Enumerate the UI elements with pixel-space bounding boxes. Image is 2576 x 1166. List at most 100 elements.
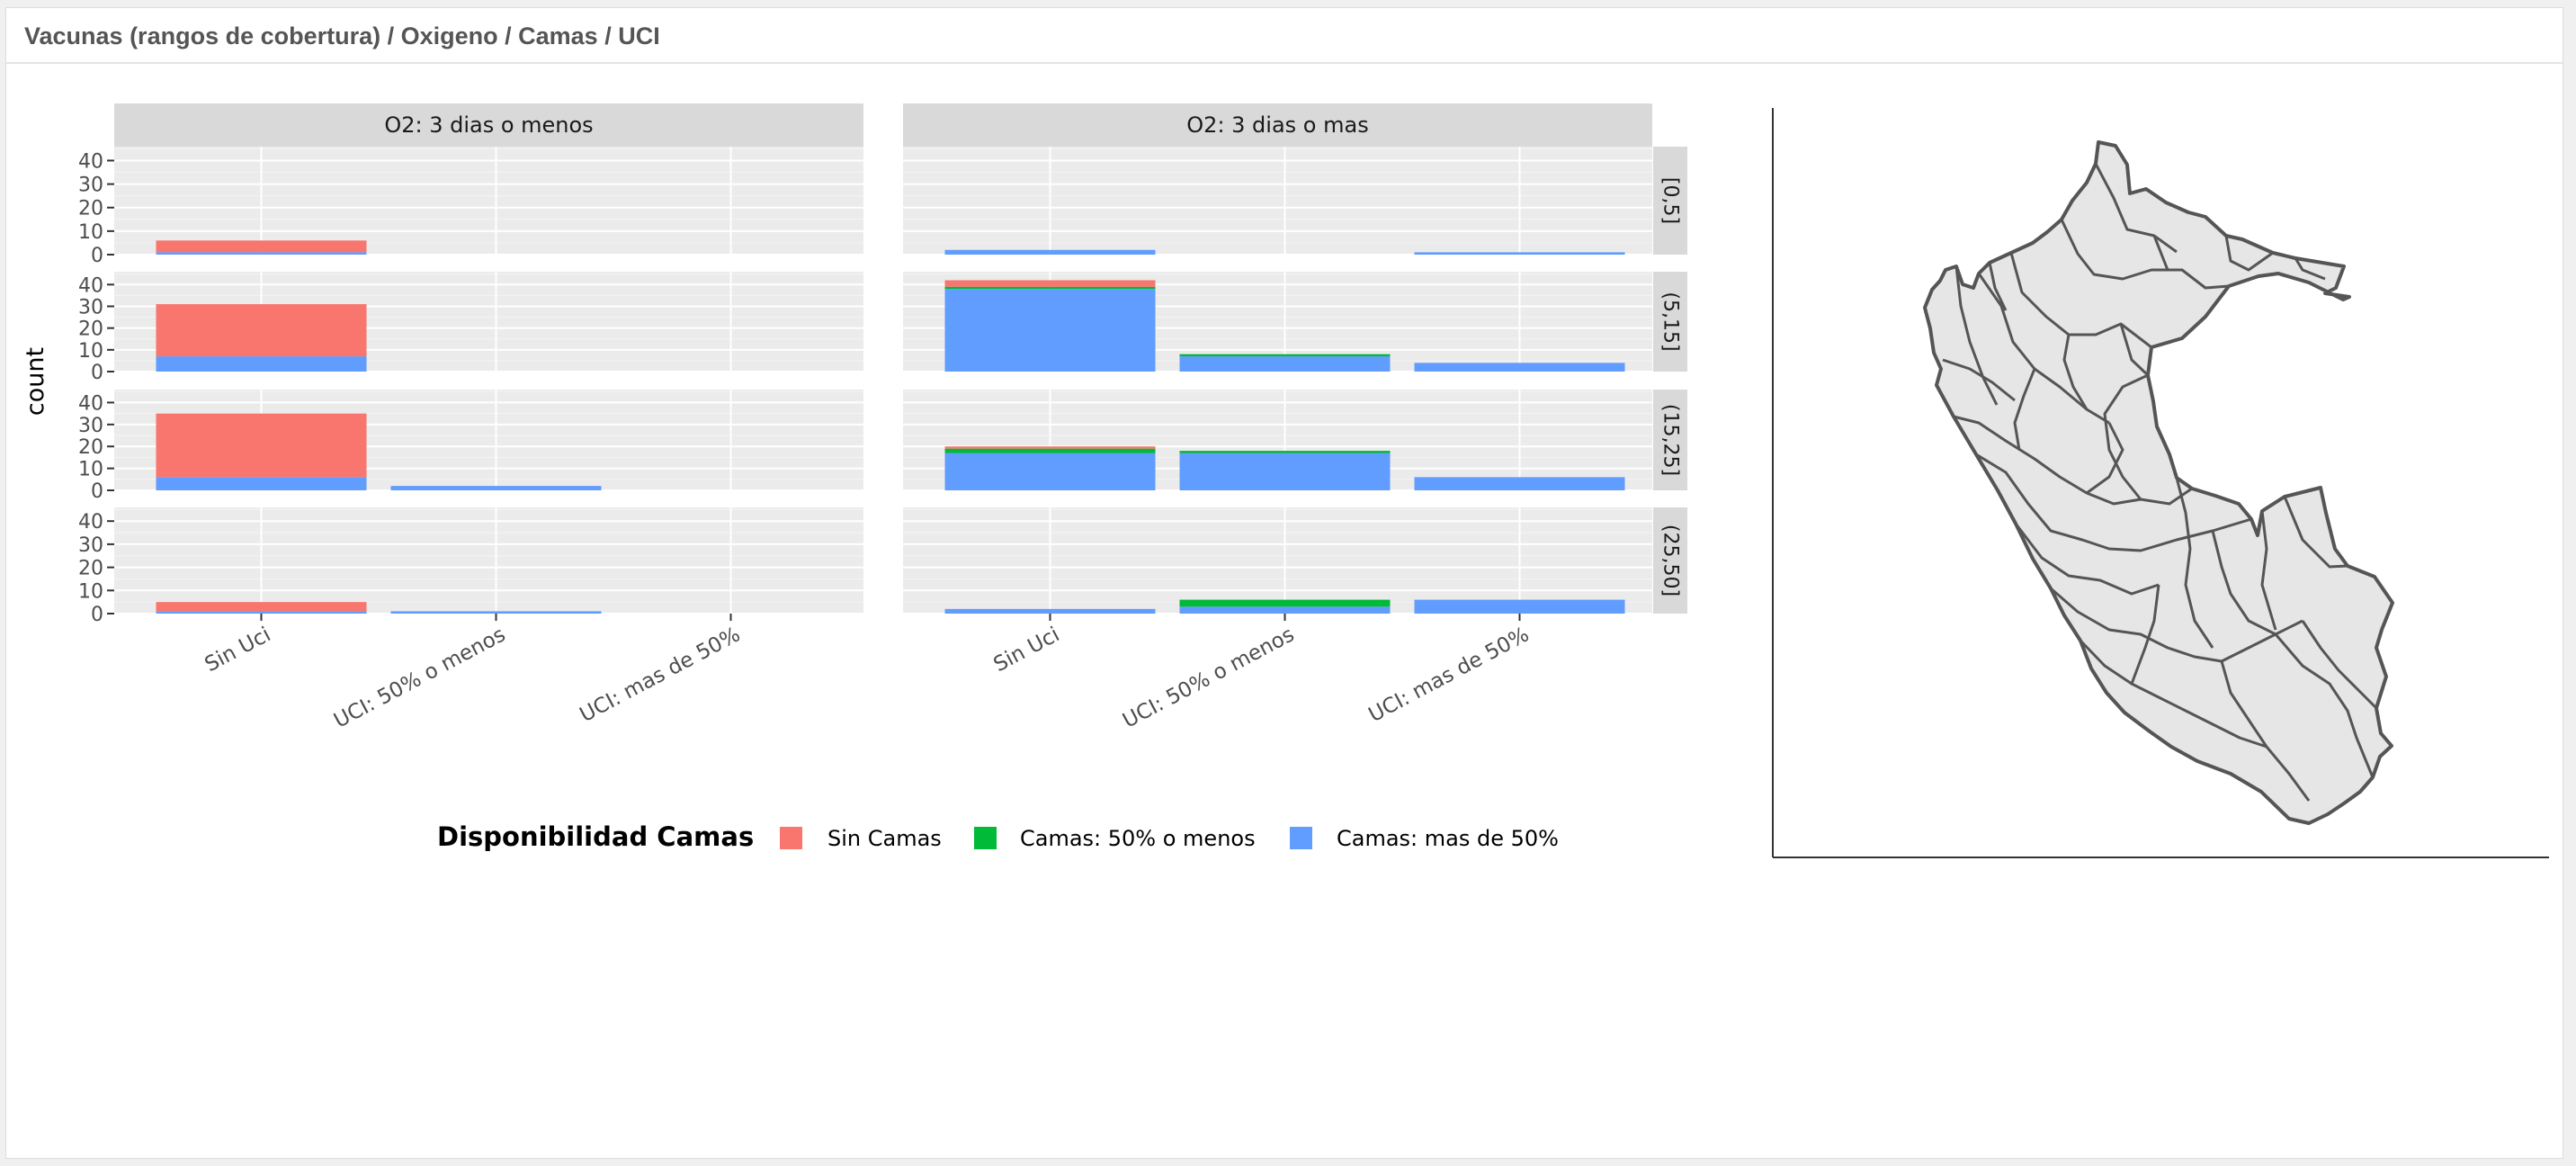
bar-segment-alta (390, 486, 602, 490)
facet-strip-row-0 (1653, 147, 1687, 255)
y-tick-label: 20 (78, 558, 103, 580)
bar-segment-alta (156, 611, 367, 614)
legend-title: Disponibilidad Camas (437, 821, 754, 852)
x-tick-label: UCI: mas de 50% (577, 623, 745, 727)
map-district-borders (1942, 163, 2378, 802)
x-tick-label: UCI: mas de 50% (1365, 623, 1534, 727)
bar-segment-alta (944, 608, 1156, 614)
bar-segment-sin (156, 602, 367, 612)
facet-row-label: (25,50] (1659, 525, 1682, 596)
facet-panel-bg (903, 507, 1652, 614)
y-tick-label: 20 (78, 436, 103, 459)
district-border (2094, 163, 2178, 254)
x-tick-label: UCI: 50% o menos (330, 623, 509, 732)
facet-panel-bg (114, 507, 863, 614)
legend-key-sin (780, 827, 802, 849)
district-border (2175, 477, 2214, 649)
district-border (2060, 219, 2230, 290)
district-border (1975, 453, 2252, 552)
facet-strip-col-0 (114, 103, 863, 147)
bar-segment-alta (1414, 477, 1625, 490)
district-border (1953, 415, 2193, 506)
district-border (2103, 373, 2149, 500)
facet-strip-col-1 (903, 103, 1652, 147)
y-tick-label: 0 (91, 604, 103, 626)
y-tick-label: 30 (78, 534, 103, 557)
peru-map (1772, 108, 2549, 858)
district-border (1988, 262, 2008, 311)
district-border (2079, 639, 2267, 749)
district-border (2014, 523, 2160, 596)
district-border (2294, 257, 2326, 281)
district-border (2283, 496, 2348, 569)
facet-col-label: O2: 3 dias o menos (384, 112, 593, 138)
y-tick-label: 0 (91, 480, 103, 503)
x-tick-label: Sin Uci (201, 623, 275, 677)
district-border (2301, 620, 2378, 710)
bar-segment-alta (944, 289, 1156, 372)
district-border (2220, 660, 2311, 802)
district-border (2050, 587, 2303, 663)
bar-segment-alta (1179, 356, 1391, 372)
x-tick-label: UCI: 50% o menos (1119, 623, 1298, 732)
bar-segment-med (1179, 354, 1391, 357)
facet-row-label: (5,15] (1659, 292, 1682, 351)
y-tick-label: 20 (78, 198, 103, 220)
bar-segment-sin (156, 413, 367, 478)
bar-segment-alta (156, 356, 367, 372)
bar-segment-sin (944, 280, 1156, 287)
district-border (1942, 358, 2016, 402)
facet-panel-bg (903, 147, 1652, 255)
facet-strip-row-1 (1653, 272, 1687, 372)
facet-strip-row-2 (1653, 390, 1687, 490)
y-tick-label: 20 (78, 318, 103, 341)
y-tick-label: 30 (78, 415, 103, 437)
district-border (2152, 235, 2169, 271)
bar-segment-alta (944, 249, 1156, 255)
district-border (2062, 334, 2089, 410)
bar-segment-med (944, 448, 1156, 453)
district-border (2086, 422, 2124, 495)
district-border (2130, 584, 2160, 685)
legend: Disponibilidad Camas Sin Camas Camas: 50% … (437, 821, 1559, 852)
y-tick-label: 40 (78, 392, 103, 415)
bar-segment-alta (1179, 606, 1391, 614)
y-tick-label: 30 (78, 296, 103, 318)
panel-header: Vacunas (rangos de cobertura) / Oxigeno … (6, 8, 2563, 64)
bar-segment-alta (390, 611, 602, 614)
y-tick-label: 0 (91, 362, 103, 384)
legend-label: Camas: 50% o menos (1020, 826, 1256, 851)
facet-strip-row-3 (1653, 507, 1687, 614)
y-tick-label: 10 (78, 340, 103, 363)
legend-key-alta (1290, 827, 1312, 849)
bar-segment-alta (1414, 252, 1625, 255)
panel-title: Vacunas (rangos de cobertura) / Oxigeno … (24, 22, 660, 49)
facet-row-label: (15,25] (1659, 404, 1682, 476)
y-tick-label: 30 (78, 175, 103, 197)
facet-col-label: O2: 3 dias o mas (1186, 112, 1368, 138)
bar-segment-alta (1179, 453, 1391, 490)
bar-segment-alta (944, 453, 1156, 490)
bar-segment-alta (156, 477, 367, 490)
y-tick-label: 40 (78, 150, 103, 173)
y-tick-label: 0 (91, 245, 103, 267)
facet-panel-bg (114, 147, 863, 255)
district-border (1954, 265, 1999, 406)
y-axis-title: count (22, 347, 49, 416)
bar-segment-sin (944, 446, 1156, 449)
y-tick-label: 40 (78, 511, 103, 534)
district-border (2224, 235, 2274, 272)
bar-segment-sin (156, 240, 367, 253)
facet-row-label: [0,5] (1659, 177, 1682, 224)
bar-segment-med (944, 286, 1156, 290)
district-border (2013, 368, 2036, 451)
legend-key-med (974, 827, 997, 849)
district-border (2274, 633, 2375, 778)
district-border (2260, 510, 2277, 631)
y-tick-label: 10 (78, 221, 103, 244)
bar-segment-med (1179, 451, 1391, 453)
bar-segment-alta (1414, 599, 1625, 614)
bar-segment-med (1179, 599, 1391, 607)
legend-label: Sin Camas (827, 826, 942, 851)
